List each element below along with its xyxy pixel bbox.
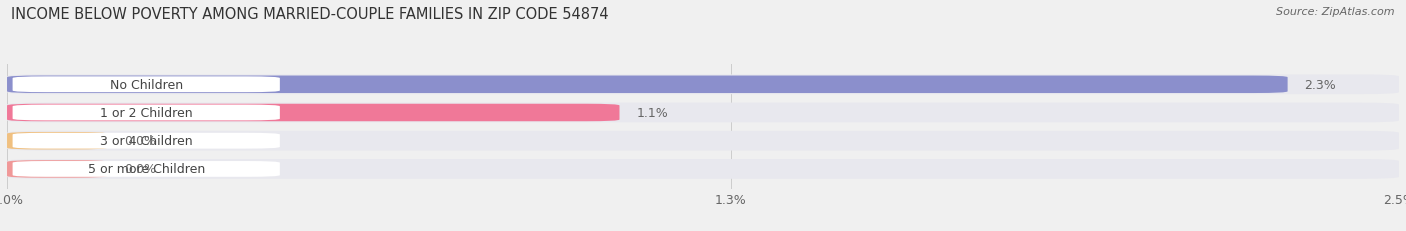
FancyBboxPatch shape [7,159,1399,179]
FancyBboxPatch shape [7,131,1399,151]
FancyBboxPatch shape [7,161,107,178]
FancyBboxPatch shape [13,133,280,149]
Text: 1 or 2 Children: 1 or 2 Children [100,106,193,119]
Text: 0.0%: 0.0% [124,163,156,176]
FancyBboxPatch shape [7,103,1399,123]
Text: Source: ZipAtlas.com: Source: ZipAtlas.com [1277,7,1395,17]
Text: No Children: No Children [110,79,183,91]
FancyBboxPatch shape [7,76,1288,94]
Text: 1.1%: 1.1% [636,106,668,119]
FancyBboxPatch shape [7,104,620,122]
Text: INCOME BELOW POVERTY AMONG MARRIED-COUPLE FAMILIES IN ZIP CODE 54874: INCOME BELOW POVERTY AMONG MARRIED-COUPL… [11,7,609,22]
FancyBboxPatch shape [13,161,280,177]
FancyBboxPatch shape [7,75,1399,95]
Text: 5 or more Children: 5 or more Children [87,163,205,176]
Text: 3 or 4 Children: 3 or 4 Children [100,135,193,148]
Text: 2.3%: 2.3% [1305,79,1336,91]
FancyBboxPatch shape [7,132,107,150]
FancyBboxPatch shape [13,77,280,93]
Text: 0.0%: 0.0% [124,135,156,148]
FancyBboxPatch shape [13,105,280,121]
